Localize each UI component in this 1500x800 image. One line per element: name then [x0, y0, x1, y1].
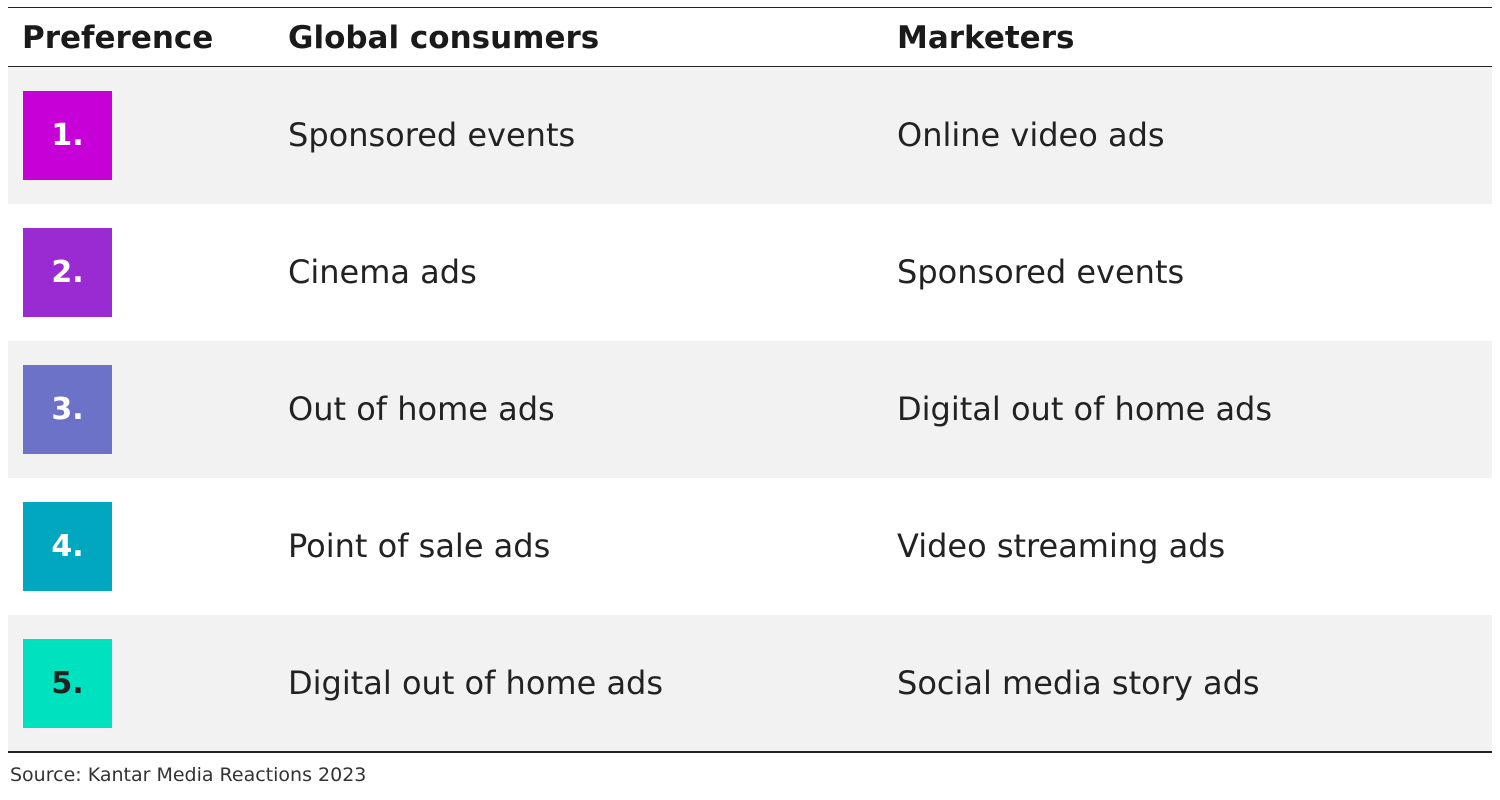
table-row: 4. Point of sale ads Video streaming ads [8, 478, 1492, 615]
marketer-cell: Digital out of home ads [897, 390, 1273, 428]
bottom-rule [8, 751, 1492, 753]
marketer-cell: Online video ads [897, 116, 1165, 154]
source-note: Source: Kantar Media Reactions 2023 [10, 764, 367, 786]
consumer-cell: Point of sale ads [288, 527, 551, 565]
header-cell: Global consumers [288, 20, 600, 56]
rank-badge: 1. [23, 91, 112, 180]
marketer-cell: Social media story ads [897, 664, 1260, 702]
table-row: 5. Digital out of home ads Social media … [8, 615, 1492, 752]
rank-badge: 2. [23, 228, 112, 317]
rank-badge: 4. [23, 502, 112, 591]
header-cell: Marketers [897, 20, 1075, 56]
table-row: 3. Out of home ads Digital out of home a… [8, 341, 1492, 478]
consumer-cell: Sponsored events [288, 116, 576, 154]
table-row: 2. Cinema ads Sponsored events [8, 204, 1492, 341]
marketer-cell: Video streaming ads [897, 527, 1226, 565]
consumer-cell: Digital out of home ads [288, 664, 664, 702]
marketer-cell: Sponsored events [897, 253, 1185, 291]
consumer-cell: Out of home ads [288, 390, 555, 428]
consumer-cell: Cinema ads [288, 253, 477, 291]
header-cell: Preference [22, 20, 214, 56]
rank-badge: 5. [23, 639, 112, 728]
table-row: 1. Sponsored events Online video ads [8, 67, 1492, 204]
rank-badge: 3. [23, 365, 112, 454]
top-rule [8, 7, 1492, 8]
